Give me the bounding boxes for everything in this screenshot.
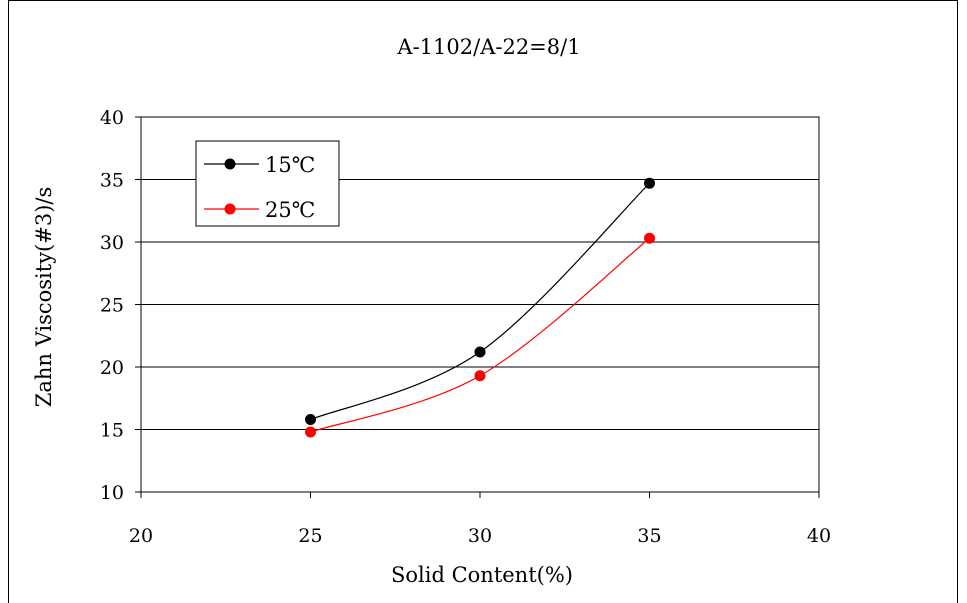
legend-swatch-marker (224, 158, 236, 170)
y-tick-label: 40 (100, 107, 124, 129)
x-tick-label: 35 (637, 525, 661, 547)
x-tick-label: 25 (298, 525, 322, 547)
series-1 (305, 232, 655, 438)
y-tick-label: 20 (100, 357, 124, 379)
data-point (474, 346, 486, 358)
x-axis: 20 25 30 35 40 (129, 492, 831, 547)
legend-label: 25℃ (265, 198, 315, 222)
x-tick-label: 40 (807, 525, 831, 547)
data-point (305, 426, 316, 438)
y-axis-label: Zahn Viscosity(#3)/s (32, 187, 56, 408)
y-tick-label: 35 (100, 170, 124, 192)
data-point (644, 232, 655, 244)
y-tick-label: 30 (100, 232, 124, 254)
legend-swatch-marker (224, 203, 236, 215)
legend: 15℃ 25℃ (195, 140, 340, 227)
series-layer (305, 177, 655, 438)
data-point (644, 177, 655, 189)
x-axis-label: Solid Content(%) (391, 563, 573, 587)
legend-box (195, 140, 340, 227)
chart-title: A-1102/A-22=8/1 (396, 35, 580, 59)
data-point (474, 370, 486, 382)
legend-label: 15℃ (265, 153, 315, 177)
y-tick-label: 15 (100, 420, 124, 442)
x-tick-label: 20 (129, 525, 153, 547)
x-tick-label: 30 (468, 525, 492, 547)
y-tick-label: 25 (100, 295, 124, 317)
data-point (305, 414, 316, 425)
series-0 (305, 177, 655, 425)
y-tick-label: 10 (100, 482, 124, 504)
y-axis: 10 15 20 25 30 35 40 (100, 107, 141, 504)
